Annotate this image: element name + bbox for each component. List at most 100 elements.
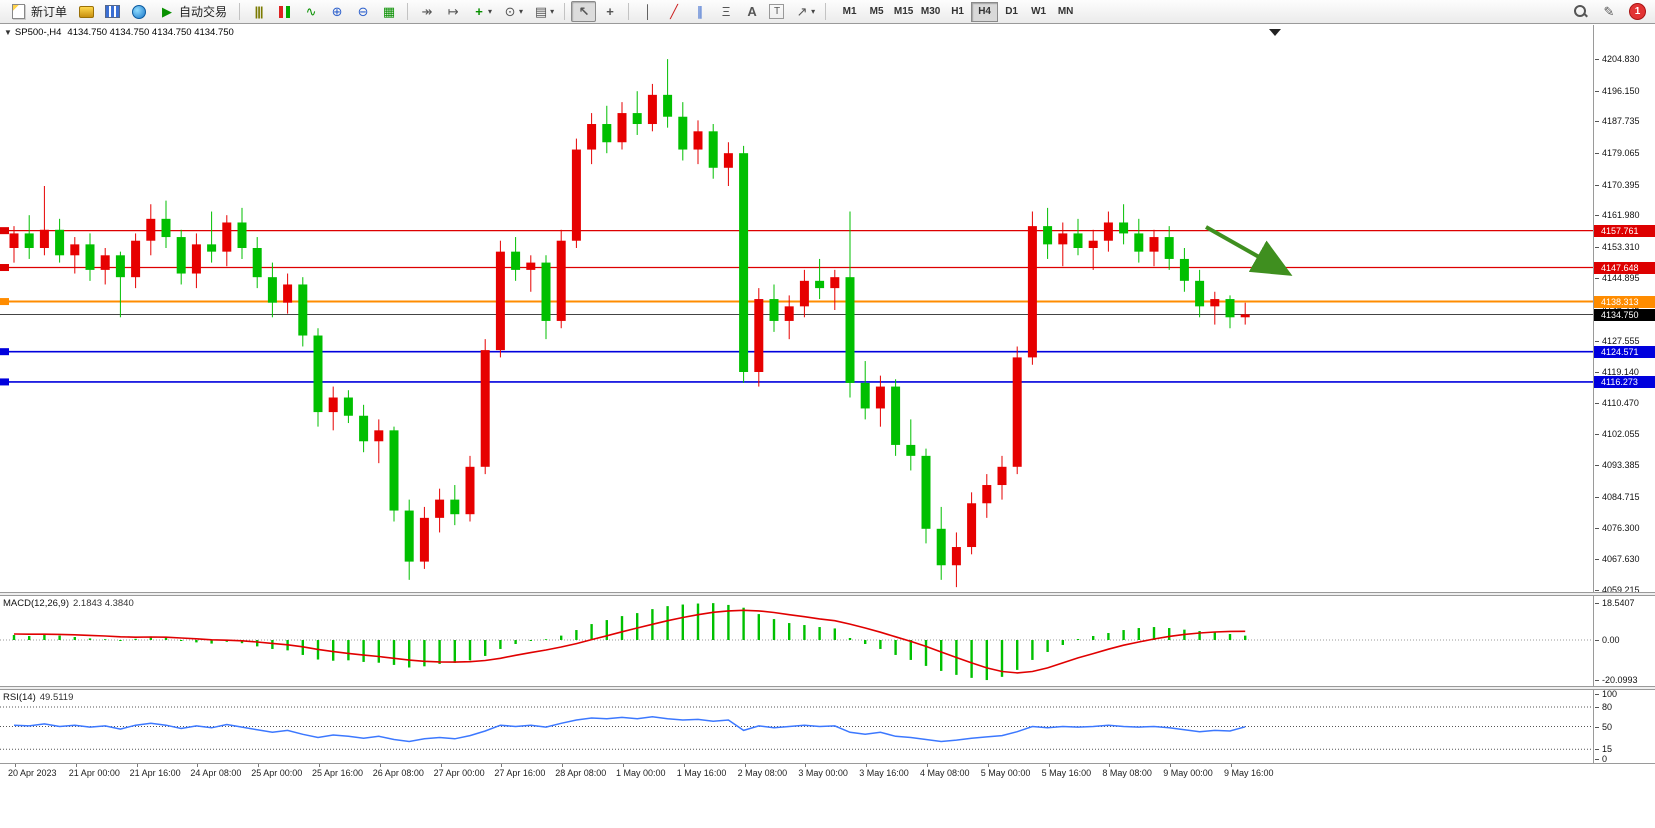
gold-ledger-icon: [79, 5, 95, 18]
news-button[interactable]: [126, 1, 151, 22]
price-tag: 4157.761: [1594, 224, 1655, 237]
templates-button[interactable]: ▤ ▾: [528, 1, 558, 22]
candle: [967, 503, 977, 548]
timeframe-m15-button[interactable]: M15: [893, 6, 914, 17]
history-center-button[interactable]: [74, 1, 99, 22]
time-axis-label: 20 Apr 2023: [8, 764, 57, 778]
chart-shift-marker[interactable]: [1269, 29, 1281, 36]
candle: [1043, 226, 1053, 245]
macd-label: MACD(12,26,9) 2.1843 4.3840: [3, 598, 134, 609]
time-axis[interactable]: 20 Apr 2023 21 Apr 00:00 21 Apr 16:00 24 Ap…: [0, 763, 1655, 782]
cursor-tool-button[interactable]: ↖: [571, 1, 597, 22]
auto-trading-button[interactable]: ▶ 自动交易: [152, 1, 233, 22]
horizontal-line[interactable]: [0, 227, 1593, 235]
timeframe-m1-button[interactable]: M1: [842, 6, 857, 17]
price-axis[interactable]: 4204.830 4196.150 4187.735 4179.065 4170.395…: [1593, 25, 1655, 595]
bar-chart-icon: |||: [254, 4, 264, 19]
rsi-canvas[interactable]: [0, 690, 1593, 763]
bottom-strip: [0, 781, 1655, 828]
zoom-in-button[interactable]: ⊕: [324, 1, 349, 22]
timeframe-m30-button[interactable]: M30: [920, 6, 941, 17]
rsi-scale-label: 50: [1595, 722, 1612, 732]
time-axis-label: 24 Apr 08:00: [190, 764, 242, 778]
trendline-tool-button[interactable]: ╱: [661, 1, 686, 22]
tile-windows-button[interactable]: ▦: [376, 1, 401, 22]
timeframe-h4-button[interactable]: H4: [971, 1, 999, 22]
text-tool-button[interactable]: A: [739, 1, 764, 22]
candle: [1210, 299, 1220, 307]
rsi-axis[interactable]: 100 80 50 15 0: [1593, 689, 1655, 764]
line-chart-mode-button[interactable]: ∿: [298, 1, 323, 22]
time-axis-label: 27 Apr 00:00: [433, 764, 485, 778]
new-order-button[interactable]: 新订单: [4, 1, 73, 22]
shapes-tool-button[interactable]: ↗ ▾: [789, 1, 819, 22]
horizontal-line[interactable]: [0, 298, 1593, 306]
candle: [1103, 222, 1113, 241]
crosshair-tool-button[interactable]: +: [597, 1, 622, 22]
horizontal-line[interactable]: [0, 348, 1593, 356]
macd-axis[interactable]: 18.5407 0.00 -20.0993: [1593, 596, 1655, 686]
price-axis-label: 4067.630: [1595, 554, 1640, 564]
macd-panel[interactable]: MACD(12,26,9) 2.1843 4.3840: [0, 596, 1593, 686]
line-anchor-marker: [0, 264, 9, 272]
candle: [982, 485, 992, 504]
periods-button[interactable]: ⊙ ▾: [497, 1, 527, 22]
price-axis-label: 4161.980: [1595, 210, 1640, 220]
price-axis-label: 4127.555: [1595, 336, 1640, 346]
separator: [239, 3, 241, 20]
label-tool-button[interactable]: T: [765, 2, 788, 21]
time-axis-label: 1 May 16:00: [676, 764, 727, 778]
vertical-line-tool-button[interactable]: │: [635, 1, 660, 22]
arrow-drawing[interactable]: [1205, 225, 1293, 276]
price-axis-label: 4119.140: [1595, 367, 1639, 377]
chevron-down-icon: ▾: [550, 7, 555, 16]
price-axis-label: 4196.150: [1595, 86, 1640, 96]
fibonacci-tool-button[interactable]: Ξ: [713, 1, 738, 22]
horizontal-line[interactable]: [0, 264, 1593, 272]
indicators-button[interactable]: + ▾: [466, 1, 496, 22]
line-anchor-marker: [0, 348, 9, 356]
time-axis-label: 3 May 16:00: [859, 764, 909, 778]
macd-scale-label: 18.5407: [1595, 598, 1635, 608]
market-watch-button[interactable]: [100, 1, 125, 22]
price-axis-label: 4102.055: [1595, 429, 1640, 439]
candle: [1027, 226, 1037, 358]
timeframe-h1-button[interactable]: H1: [951, 6, 964, 17]
chevron-down-icon: ▾: [811, 7, 816, 16]
channel-icon: ∥: [696, 4, 704, 19]
bar-chart-mode-button[interactable]: |||: [246, 1, 271, 22]
candle: [146, 218, 156, 241]
time-axis-label: 5 May 00:00: [980, 764, 1031, 778]
timeframe-m5-button[interactable]: M5: [869, 6, 884, 17]
rsi-panel[interactable]: RSI(14) 49.5119: [0, 690, 1593, 763]
panel-splitter[interactable]: [0, 686, 1655, 690]
horizontal-line[interactable]: [0, 378, 1593, 386]
notification-badge[interactable]: 1: [1629, 3, 1646, 20]
candle: [708, 131, 718, 168]
zoom-out-button[interactable]: ⊖: [350, 1, 375, 22]
timeframe-d1-button[interactable]: D1: [1005, 6, 1018, 17]
arrow-shape-icon: ↗: [796, 4, 808, 19]
chart-shift-button[interactable]: ↦: [440, 1, 465, 22]
chevron-down-icon: ▾: [488, 7, 493, 16]
candle: [1225, 299, 1235, 318]
macd-canvas[interactable]: [0, 596, 1593, 686]
timeframe-mn-button[interactable]: MN: [1057, 6, 1074, 17]
collapse-triangle-icon[interactable]: ▼: [4, 28, 12, 37]
timeframe-w1-button[interactable]: W1: [1031, 6, 1047, 17]
panel-splitter[interactable]: [0, 592, 1655, 596]
price-chart-canvas[interactable]: [0, 25, 1593, 592]
price-axis-label: 4170.395: [1595, 180, 1640, 190]
candle: [1134, 233, 1144, 252]
channel-tool-button[interactable]: ∥: [687, 1, 712, 22]
candlestick-mode-button[interactable]: [272, 1, 297, 22]
price-chart-panel[interactable]: ▼ SP500-,H4 4134.750 4134.750 4134.750 413…: [0, 25, 1593, 592]
candle: [161, 218, 171, 238]
search-icon[interactable]: [1573, 4, 1588, 19]
auto-scroll-button[interactable]: ↠: [414, 1, 439, 22]
candle: [176, 237, 186, 274]
macd-scale-label: -20.0993: [1595, 675, 1638, 685]
edit-pencil-icon[interactable]: ✎: [1603, 4, 1615, 19]
candle: [1164, 237, 1174, 259]
candle: [419, 517, 429, 562]
